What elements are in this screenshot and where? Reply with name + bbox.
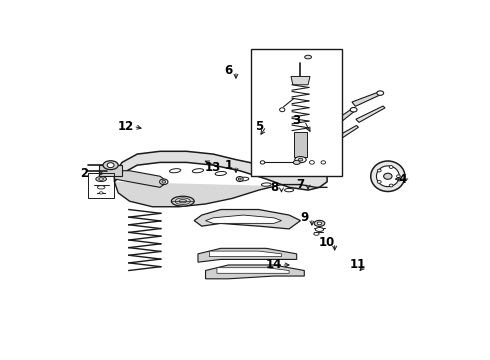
Text: 12: 12 bbox=[118, 120, 134, 133]
Ellipse shape bbox=[160, 179, 168, 185]
Ellipse shape bbox=[377, 91, 384, 95]
Ellipse shape bbox=[309, 161, 315, 164]
Ellipse shape bbox=[305, 149, 312, 154]
Ellipse shape bbox=[170, 169, 181, 173]
Ellipse shape bbox=[327, 130, 334, 134]
Bar bbox=[251, 49, 342, 176]
Ellipse shape bbox=[215, 171, 226, 175]
Text: 6: 6 bbox=[224, 64, 232, 77]
Ellipse shape bbox=[107, 163, 114, 168]
Ellipse shape bbox=[238, 178, 241, 180]
Ellipse shape bbox=[280, 108, 285, 112]
Polygon shape bbox=[356, 106, 385, 122]
Polygon shape bbox=[287, 150, 310, 167]
Ellipse shape bbox=[295, 157, 306, 163]
Polygon shape bbox=[328, 109, 355, 128]
Ellipse shape bbox=[389, 166, 393, 168]
Ellipse shape bbox=[172, 196, 194, 206]
Ellipse shape bbox=[193, 169, 203, 173]
Polygon shape bbox=[209, 251, 281, 257]
Ellipse shape bbox=[98, 186, 105, 189]
Ellipse shape bbox=[389, 184, 393, 187]
Text: 8: 8 bbox=[270, 181, 278, 194]
Ellipse shape bbox=[377, 169, 381, 172]
Ellipse shape bbox=[298, 158, 303, 161]
Text: 3: 3 bbox=[293, 114, 301, 127]
Ellipse shape bbox=[261, 183, 271, 186]
Ellipse shape bbox=[238, 177, 249, 181]
Ellipse shape bbox=[371, 161, 405, 192]
Ellipse shape bbox=[384, 173, 392, 179]
Text: 9: 9 bbox=[300, 211, 308, 224]
Text: 4: 4 bbox=[399, 172, 407, 185]
Polygon shape bbox=[194, 210, 300, 229]
Ellipse shape bbox=[285, 188, 294, 192]
Text: 7: 7 bbox=[296, 178, 305, 191]
Polygon shape bbox=[333, 126, 359, 142]
Ellipse shape bbox=[315, 228, 324, 231]
Ellipse shape bbox=[294, 160, 300, 165]
Polygon shape bbox=[115, 151, 327, 207]
Text: 2: 2 bbox=[80, 167, 88, 180]
Polygon shape bbox=[279, 159, 298, 175]
Polygon shape bbox=[115, 151, 327, 190]
Ellipse shape bbox=[103, 161, 118, 170]
Ellipse shape bbox=[99, 178, 103, 180]
Ellipse shape bbox=[278, 171, 285, 176]
Ellipse shape bbox=[321, 161, 325, 164]
Ellipse shape bbox=[314, 220, 325, 226]
Polygon shape bbox=[115, 171, 168, 187]
Ellipse shape bbox=[285, 162, 294, 168]
Text: 11: 11 bbox=[349, 258, 366, 271]
Ellipse shape bbox=[162, 180, 166, 183]
Polygon shape bbox=[206, 215, 281, 223]
Text: 10: 10 bbox=[319, 236, 335, 249]
Text: 14: 14 bbox=[266, 258, 282, 271]
Polygon shape bbox=[305, 131, 332, 153]
Text: 13: 13 bbox=[205, 161, 221, 175]
Ellipse shape bbox=[305, 55, 312, 59]
Polygon shape bbox=[307, 145, 336, 161]
Ellipse shape bbox=[99, 192, 103, 194]
Ellipse shape bbox=[96, 176, 106, 181]
Polygon shape bbox=[291, 76, 310, 85]
Ellipse shape bbox=[236, 176, 243, 181]
Ellipse shape bbox=[350, 108, 357, 112]
Polygon shape bbox=[294, 132, 307, 157]
Polygon shape bbox=[198, 248, 297, 262]
Text: 5: 5 bbox=[255, 120, 263, 133]
Ellipse shape bbox=[376, 166, 399, 186]
Polygon shape bbox=[206, 265, 304, 279]
Ellipse shape bbox=[260, 161, 265, 164]
Polygon shape bbox=[217, 268, 289, 273]
Ellipse shape bbox=[377, 181, 381, 183]
Polygon shape bbox=[352, 92, 381, 106]
Ellipse shape bbox=[314, 233, 319, 235]
Ellipse shape bbox=[317, 222, 322, 225]
Text: 1: 1 bbox=[224, 159, 232, 172]
Ellipse shape bbox=[396, 175, 400, 177]
Polygon shape bbox=[99, 165, 122, 176]
